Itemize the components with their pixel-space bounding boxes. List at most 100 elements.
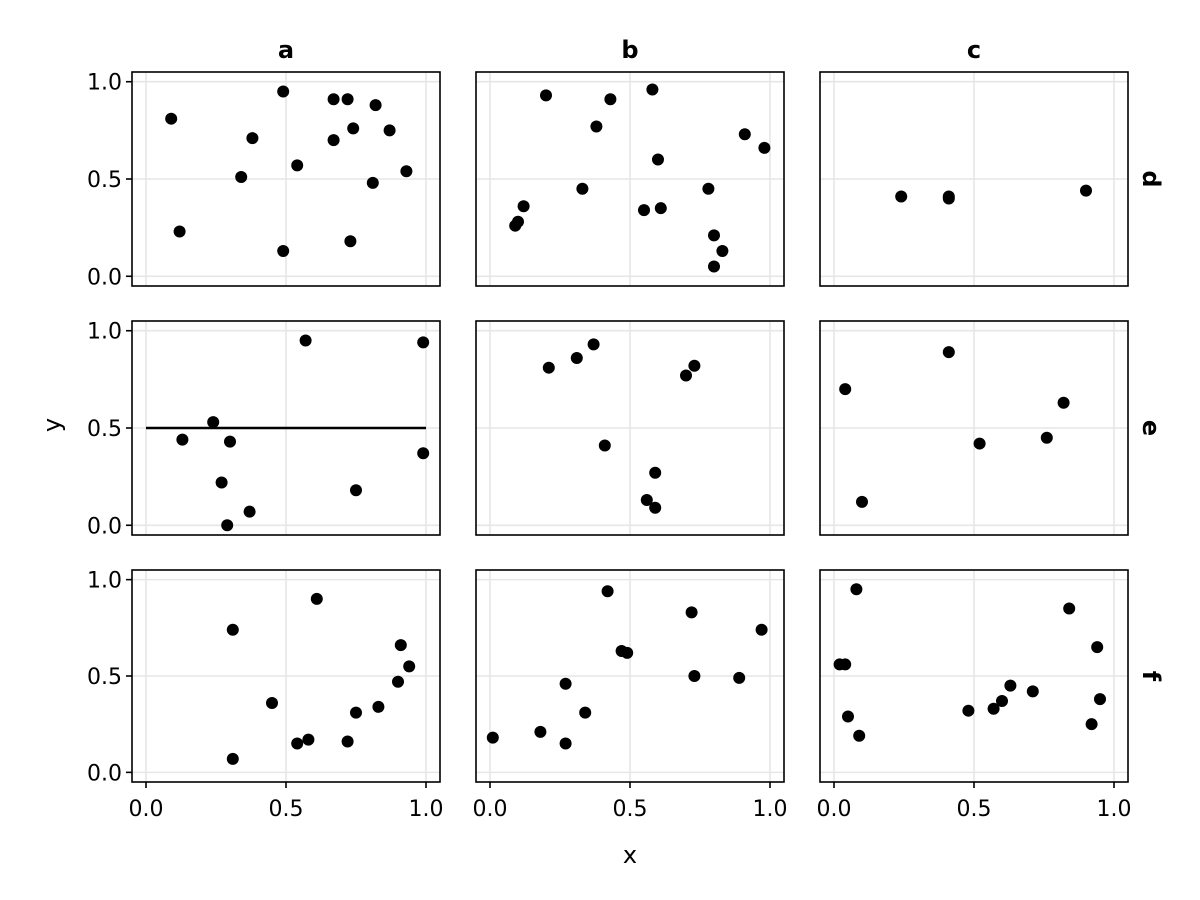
row-title-e: e [1137,420,1165,436]
y-tick-label: 1.0 [87,320,122,345]
data-point [403,660,416,673]
x-tick-label: 1.0 [409,797,444,822]
data-point [590,120,603,133]
panel-frame [819,320,1129,536]
data-point [654,202,667,215]
x-tick-label: 0.0 [129,797,164,822]
y-tick-label: 0.5 [87,417,122,442]
data-point [987,702,1000,715]
data-point [215,476,228,489]
data-point [486,731,499,744]
x-tick-label: 0.5 [613,797,648,822]
data-point [708,229,720,242]
data-point [369,99,382,112]
data-point [291,737,304,750]
data-point [708,260,720,273]
data-point [716,244,729,257]
row-title-f: f [1137,671,1165,682]
panel-d-b [475,71,785,287]
data-point [226,752,239,765]
data-point [853,729,866,742]
data-point [226,623,239,636]
data-point [895,190,908,203]
data-point [649,466,662,479]
data-point [559,677,572,690]
data-point [517,200,530,213]
panel-frame [475,320,785,536]
data-point [341,93,354,106]
panel-e-a: 0.0 0.5 1.0 [87,320,441,539]
data-point [344,235,357,248]
data-point [417,336,430,349]
data-point [856,495,868,508]
data-point [235,171,248,184]
y-tick-label: 0.0 [87,514,122,539]
panel-frame [819,71,1129,287]
data-point [738,128,751,141]
data-point [327,93,340,106]
data-point [291,159,304,172]
data-point [310,592,323,605]
x-tick-label: 1.0 [753,797,788,822]
x-tick-label: 0.5 [957,797,992,822]
y-tick-label: 0.5 [87,665,122,690]
data-point [1085,718,1098,731]
row-title-d: d [1137,170,1165,187]
data-point [587,338,600,351]
data-point [598,439,611,452]
y-tick-label: 0.5 [87,168,122,193]
data-point [534,725,547,738]
data-point [638,204,650,217]
data-point [1026,685,1039,698]
data-point [962,704,975,717]
panel-d-c [819,71,1129,287]
data-point [733,671,746,684]
data-point [1080,184,1092,197]
column-title-b: b [621,36,638,64]
data-point [649,501,662,514]
data-point [327,134,340,147]
data-point [392,675,404,688]
data-point [942,190,955,203]
x-tick-label: 1.0 [1097,797,1132,822]
data-point [604,93,617,106]
y-tick-label: 0.0 [87,761,122,786]
y-axis-title: y [38,418,66,432]
data-point [621,646,634,659]
panels-layer: 0.00.51.00.00.51.00.00.51.00.0 0.5 1.0 0.0 0… [87,36,1165,822]
panel-f-b: 0.0 0.5 1.0 [473,569,788,822]
panel-e-c [819,320,1129,536]
data-point [512,215,524,228]
data-point [366,176,379,189]
data-point [1091,641,1104,654]
data-point [688,359,701,372]
data-point [942,346,955,359]
panel-frame [475,71,785,287]
panel-d-a: 0.0 0.5 1.0 [87,71,441,290]
data-point [350,706,362,719]
data-point [640,493,653,506]
data-point [839,658,852,671]
column-title-a: a [278,36,294,64]
y-tick-label: 1.0 [87,569,122,594]
data-point [1057,396,1070,409]
x-tick-label: 0.5 [269,797,304,822]
data-point [973,437,986,450]
data-point [842,710,854,723]
data-point [570,351,583,364]
data-point [299,334,312,347]
data-point [176,433,189,446]
data-point [755,623,768,636]
data-point [221,519,234,532]
data-point [302,733,315,746]
data-point [266,696,278,709]
data-point [224,435,236,448]
data-point [559,737,572,750]
data-point [702,182,715,195]
panel-f-a: 0.0 0.5 1.0 0.0 0.5 1.0 [87,569,444,822]
data-point [207,416,220,429]
data-point [165,112,178,125]
data-point [996,695,1008,708]
data-point [417,447,430,460]
